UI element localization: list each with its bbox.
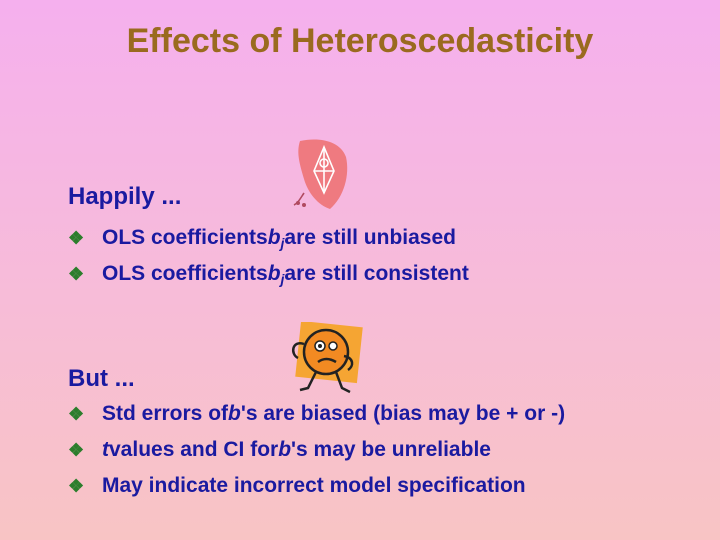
bullet-diamond-icon: ❖ bbox=[68, 440, 85, 460]
list-item: ❖ t values and CI for b's may be unrelia… bbox=[68, 438, 491, 461]
bullet-diamond-icon: ❖ bbox=[68, 476, 85, 496]
list-item: ❖ May indicate incorrect model specifica… bbox=[68, 474, 526, 497]
bullet-diamond-icon: ❖ bbox=[68, 264, 85, 284]
worried-face-clipart-icon bbox=[291, 322, 363, 394]
list-item: ❖ Std errors of b's are biased (bias may… bbox=[68, 402, 566, 425]
but-bullet-list: ❖ Std errors of b's are biased (bias may… bbox=[68, 402, 565, 510]
section-heading-happily: Happily ... bbox=[68, 183, 182, 210]
happy-kite-clipart-icon bbox=[293, 139, 348, 209]
section-heading-but: But ... bbox=[68, 365, 135, 392]
slide-title: Effects of Heteroscedasticity bbox=[126, 22, 594, 60]
bullet-diamond-icon: ❖ bbox=[68, 404, 85, 424]
bullet-diamond-icon: ❖ bbox=[68, 228, 85, 248]
